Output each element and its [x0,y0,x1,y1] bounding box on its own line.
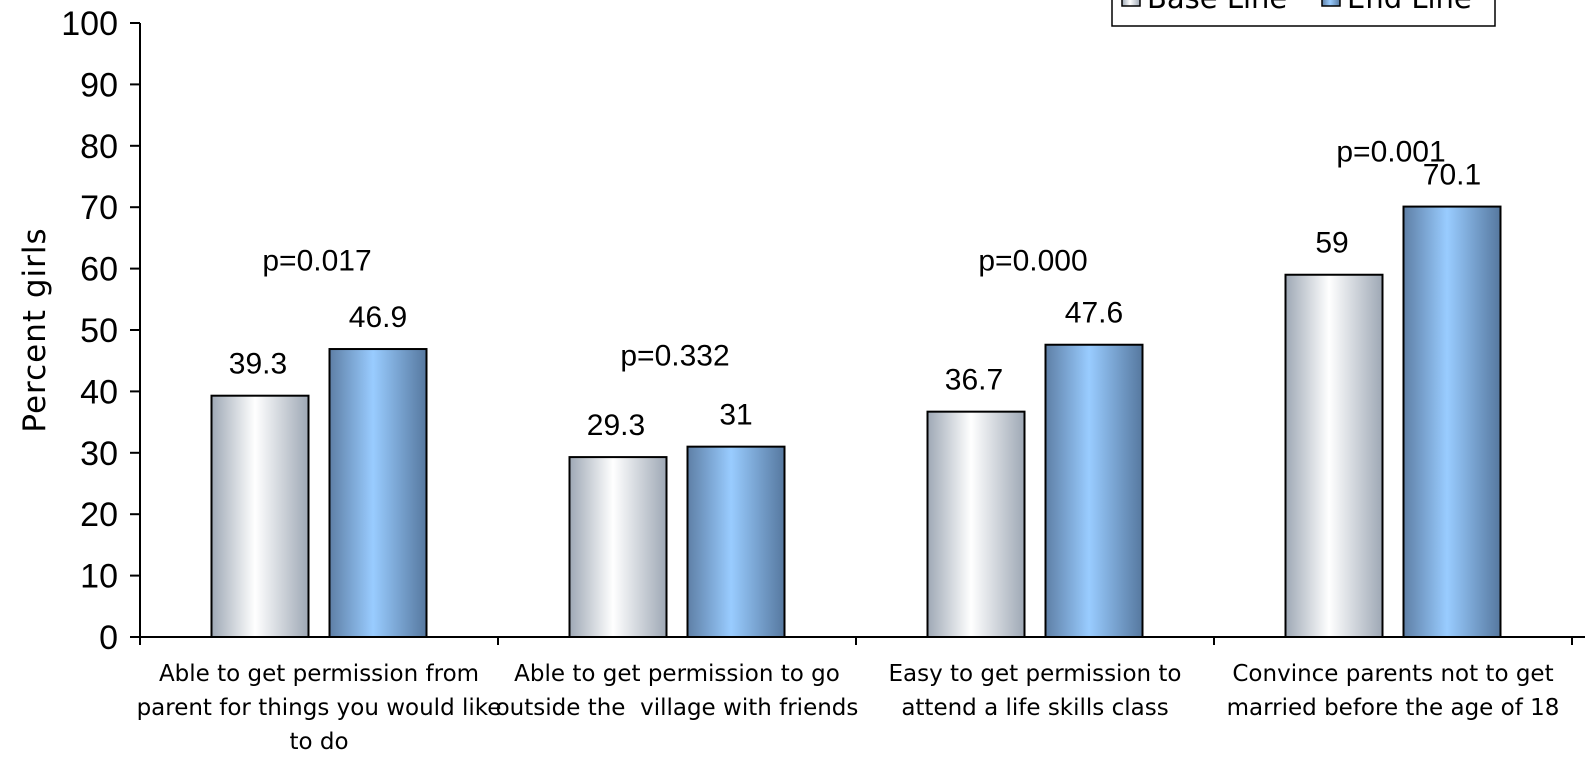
data-label: 39.3 [229,348,287,381]
bars [210,205,1502,638]
category-label-line: attend a life skills class [901,695,1168,721]
bar-end-line [328,348,428,638]
p-value-annotation: p=0.000 [978,244,1087,277]
bar-base-line [568,456,668,638]
category-label-line: parent for things you would like [137,695,502,721]
category-label-line: Convince parents not to get [1232,661,1553,687]
y-tick-label: 70 [80,189,118,227]
bar-base-line [1284,273,1384,638]
data-label: 46.9 [349,301,407,334]
data-label: 70.1 [1423,159,1481,192]
labels: 39.3 46.9 p=0.017 Able to get permission fr… [137,136,1560,755]
bar-end-line [686,445,786,638]
p-value-annotation: p=0.332 [620,340,729,373]
y-tick-label: 30 [80,435,118,473]
y-tick-label: 60 [80,251,118,289]
y-tick-label: 10 [80,558,118,596]
legend: Base Line End Line [1111,0,1496,27]
category-label: Convince parents not to get married befor… [1227,661,1560,721]
legend-box [1111,0,1496,27]
bar-base-line [926,410,1026,638]
category-label-line: Easy to get permission to [888,661,1181,687]
y-tick-label: 100 [61,5,118,43]
category-label-line: outside the village with friends [496,695,859,721]
category-label: Easy to get permission to attend a life s… [888,661,1181,721]
category-label: Able to get permission to go outside the … [496,661,859,721]
legend-label: End Line [1347,0,1472,15]
bar-end-line [1044,343,1144,638]
category-label: Able to get permission from parent for th… [137,661,502,755]
data-label: 31 [719,399,752,432]
data-label: 36.7 [945,364,1003,397]
data-label: 59 [1315,227,1348,260]
bar-end-line [1402,205,1502,638]
y-tick-label: 0 [99,619,118,657]
legend-label: Base Line [1147,0,1287,15]
category-label-line: Able to get permission to go [514,661,840,687]
y-axis-label: Percent girls [17,227,53,432]
y-tick-label: 40 [80,373,118,411]
y-tick-label: 50 [80,312,118,350]
y-tick-label: 90 [80,66,118,104]
axes: 0 10 20 30 40 50 60 70 80 90 100 Percent girls [17,5,1585,657]
y-tick-label: 20 [80,496,118,534]
bar-base-line [210,394,310,638]
data-label: 29.3 [587,409,645,442]
category-label-line: to do [289,729,348,755]
category-label-line: married before the age of 18 [1227,695,1560,721]
y-tick-label: 80 [80,128,118,166]
p-value-annotation: p=0.017 [262,244,371,277]
p-value-annotation: p=0.001 [1336,136,1445,169]
legend-swatch-end-line [1321,0,1341,7]
category-label-line: Able to get permission from [159,661,479,687]
legend-swatch-base-line [1121,0,1141,7]
data-label: 47.6 [1065,297,1123,330]
